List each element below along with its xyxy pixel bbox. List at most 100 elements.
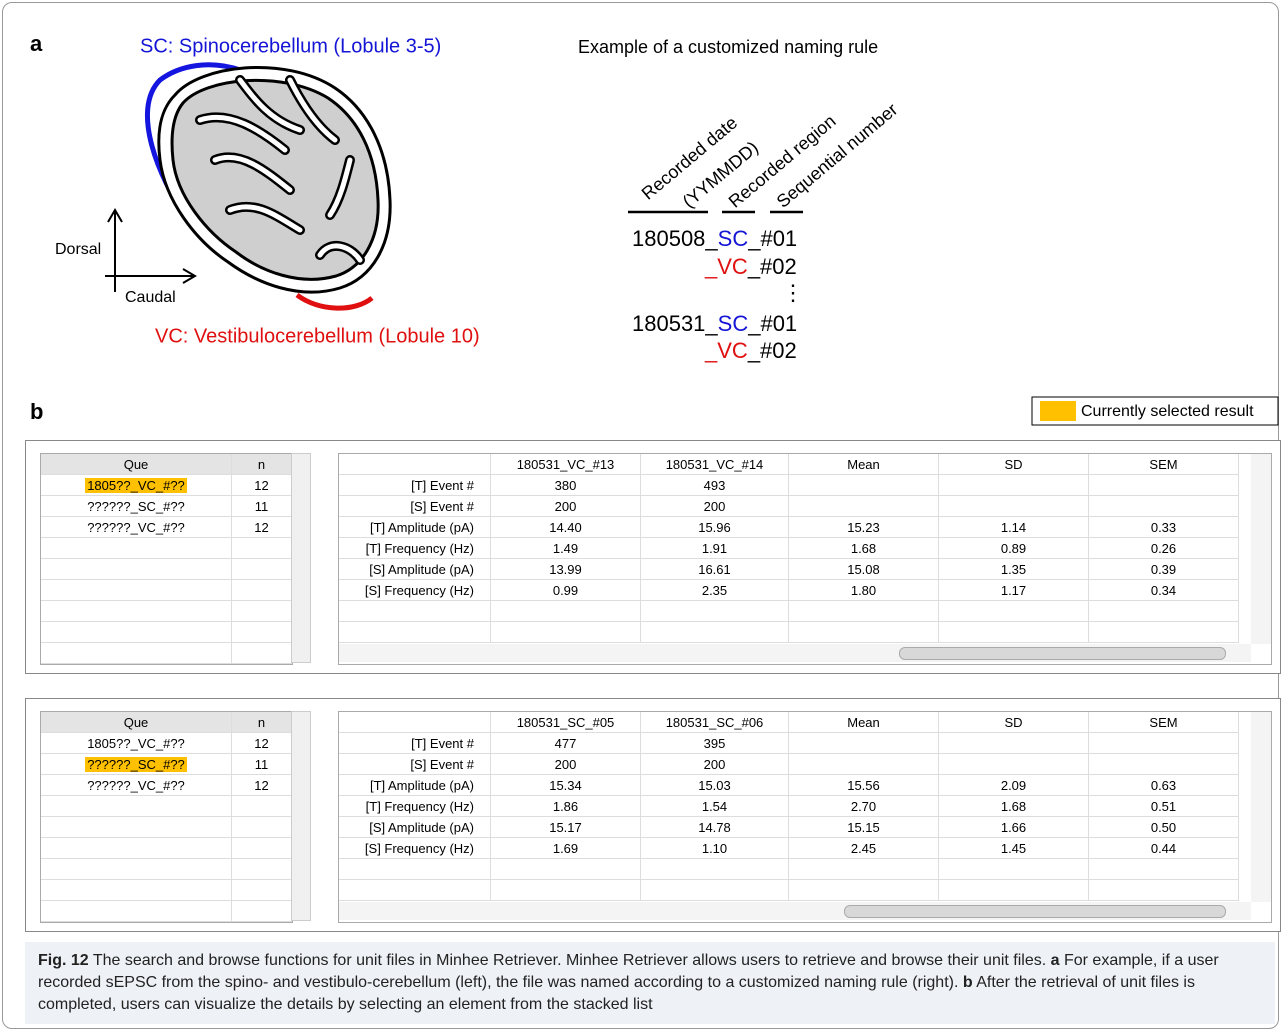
data-cell: 15.34: [491, 775, 641, 796]
data-cell: 1.91: [641, 538, 789, 559]
row-label: [T] Frequency (Hz): [339, 796, 491, 817]
queue-cell: [232, 622, 292, 643]
row-label: [S] Event #: [339, 754, 491, 775]
data-cell: 0.50: [1089, 817, 1239, 838]
data-cell: 0.51: [1089, 796, 1239, 817]
data-cell: [1089, 880, 1239, 901]
row-label: [T] Event #: [339, 475, 491, 496]
queue-name[interactable]: 1805??_VC_#??: [85, 478, 187, 493]
panel-a: a SC: Spinocerebellum (Lobule 3-5) Dorsa…: [30, 31, 1279, 426]
queue-cell: [41, 538, 232, 559]
data-cell: 14.40: [491, 517, 641, 538]
row-label: [339, 622, 491, 643]
data-cell: 13.99: [491, 559, 641, 580]
data-cell: [939, 475, 1089, 496]
queue-cell: [232, 859, 292, 880]
data-cell: 15.23: [789, 517, 939, 538]
example-part: ⋮: [782, 280, 804, 305]
column-header: SD: [939, 454, 1089, 475]
data-cell: [1089, 496, 1239, 517]
data-cell: [939, 733, 1089, 754]
queue-name[interactable]: ??????_SC_#??: [87, 499, 185, 514]
data-cell: 14.78: [641, 817, 789, 838]
vc-label: VC: Vestibulocerebellum (Lobule 10): [155, 325, 480, 347]
queue-header: Que: [41, 712, 232, 733]
result-grid: 180531_VC_#13 180531_VC_#14 Mean SD SEM [T] E…: [338, 453, 1272, 665]
queue-cell: ??????_VC_#??: [41, 775, 232, 796]
data-cell: [491, 859, 641, 880]
column-header: [339, 712, 491, 733]
data-cell: [939, 859, 1089, 880]
data-cell: 200: [491, 754, 641, 775]
queue-name[interactable]: ??????_VC_#??: [87, 778, 185, 793]
data-cell: [641, 622, 789, 643]
data-cell: [491, 601, 641, 622]
panel-label: a: [30, 31, 43, 56]
queue-cell: [41, 559, 232, 580]
data-cell: [789, 733, 939, 754]
example-part: 180508_: [632, 226, 718, 251]
data-cell: 0.89: [939, 538, 1089, 559]
data-cell: [789, 601, 939, 622]
queue-grid: Que n 1805??_VC_#?? 12 ??????_SC_#?? 11??????…: [40, 711, 293, 923]
queue-cell: [232, 796, 292, 817]
queue-cell: [41, 880, 232, 901]
data-cell: 2.45: [789, 838, 939, 859]
example-part: _#01: [747, 311, 797, 336]
data-cell: [1089, 475, 1239, 496]
queue-cell: [41, 796, 232, 817]
queue-cell: ??????_VC_#??: [41, 517, 232, 538]
data-cell: 15.96: [641, 517, 789, 538]
example-part: _#01: [747, 226, 797, 251]
caption-panel: a: [1050, 952, 1060, 969]
data-cell: [491, 622, 641, 643]
table-window: Que n 1805??_VC_#?? 12 ??????_SC_#?? 11??????…: [25, 698, 1281, 932]
data-cell: 0.33: [1089, 517, 1239, 538]
row-label: [S] Amplitude (pA): [339, 817, 491, 838]
column-header: 180531_SC_#05: [491, 712, 641, 733]
queue-cell: [232, 538, 292, 559]
data-cell: 1.66: [939, 817, 1089, 838]
caption-label: Fig. 12: [38, 952, 89, 969]
caption-background: [25, 942, 1275, 1024]
queue-name[interactable]: ??????_VC_#??: [87, 520, 185, 535]
queue-cell: [232, 838, 292, 859]
data-cell: [641, 859, 789, 880]
example-part: _#02: [747, 338, 797, 363]
queue-cell: 12: [232, 775, 292, 796]
queue-name[interactable]: ??????_SC_#??: [85, 757, 187, 772]
queue-cell: [41, 601, 232, 622]
data-cell: 15.17: [491, 817, 641, 838]
queue-cell: 12: [232, 517, 292, 538]
row-label: [S] Amplitude (pA): [339, 559, 491, 580]
queue-name[interactable]: 1805??_VC_#??: [87, 736, 185, 751]
column-header: 180531_SC_#06: [641, 712, 789, 733]
queue-cell: [41, 580, 232, 601]
data-cell: [939, 601, 1089, 622]
queue-cell: [232, 643, 292, 664]
data-cell: 0.63: [1089, 775, 1239, 796]
result-grid: 180531_SC_#05 180531_SC_#06 Mean SD SEM [T] E…: [338, 711, 1272, 923]
data-cell: [1089, 754, 1239, 775]
queue-header: n: [232, 712, 292, 733]
table-window: Que n 1805??_VC_#?? 12 ??????_SC_#?? 11??????…: [25, 440, 1281, 674]
queue-cell: 11: [232, 754, 292, 775]
example-part: SC: [718, 226, 749, 251]
data-cell: [789, 880, 939, 901]
vc-arc: [295, 292, 374, 311]
caption-text: The search and browse functions for unit…: [88, 952, 1051, 969]
queue-cell: [41, 622, 232, 643]
queue-cell: [41, 901, 232, 922]
queue-cell: [232, 559, 292, 580]
cerebellum: [157, 65, 392, 294]
example-line: 180508_SC_#01: [632, 226, 797, 251]
row-label: [S] Event #: [339, 496, 491, 517]
queue-cell: [41, 859, 232, 880]
data-cell: [1089, 601, 1239, 622]
row-label: [339, 601, 491, 622]
row-label: [T] Amplitude (pA): [339, 775, 491, 796]
row-label: [T] Event #: [339, 733, 491, 754]
column-header: 180531_VC_#14: [641, 454, 789, 475]
queue-cell: 1805??_VC_#??: [41, 475, 232, 496]
legend-label: Currently selected result: [1081, 403, 1254, 420]
